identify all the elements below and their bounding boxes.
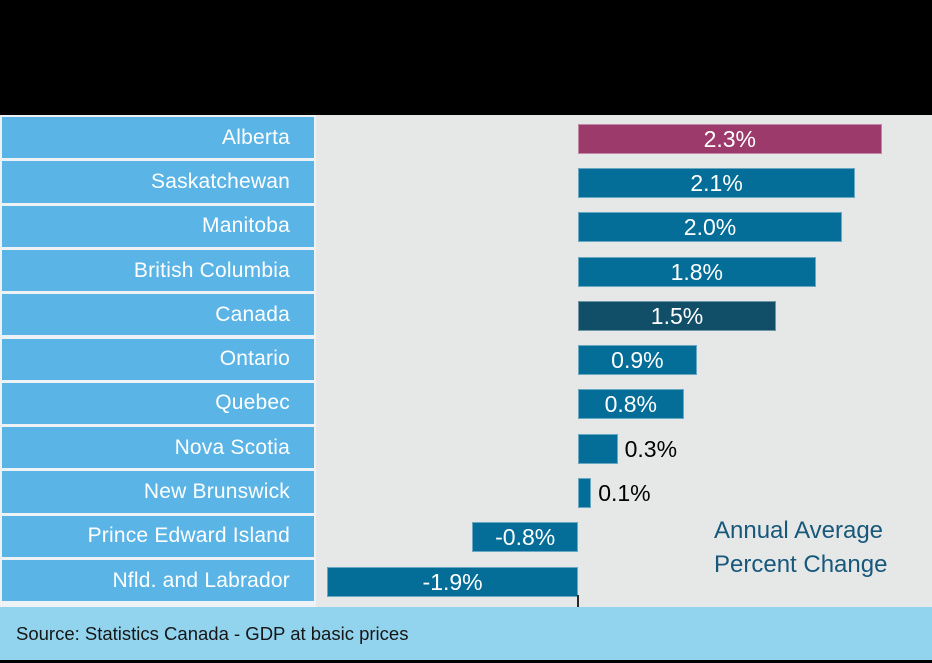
zero-axis-tick <box>577 595 579 607</box>
bar <box>578 256 816 287</box>
bar-value-label: -1.9% <box>422 568 483 595</box>
bar <box>578 123 882 154</box>
category-label: Manitoba <box>2 205 314 247</box>
footer-band <box>0 660 932 663</box>
chart-area: Alberta 2.3% Saskatchewan 2.1% Manitoba … <box>0 115 932 607</box>
category-label: Prince Edward Island <box>2 515 314 557</box>
category-label: New Brunswick <box>2 471 314 513</box>
bar-value-label: 2.3% <box>703 125 757 152</box>
bar <box>578 167 856 198</box>
bar <box>578 300 776 331</box>
category-label: Saskatchewan <box>2 161 314 203</box>
source-strip: Source: Statistics Canada - GDP at basic… <box>0 607 932 660</box>
bar-value-label: -0.8% <box>495 524 556 551</box>
category-label: Canada <box>2 294 314 336</box>
bar-value-label: 0.1% <box>598 480 651 507</box>
category-label: British Columbia <box>2 249 314 292</box>
annotation-line-2: Percent Change <box>714 551 888 578</box>
category-label: Ontario <box>2 338 314 380</box>
category-label: Nova Scotia <box>2 427 314 469</box>
bar-value-label: 0.8% <box>604 391 658 418</box>
bar <box>578 345 697 376</box>
bar <box>578 212 842 243</box>
category-label: Nfld. and Labrador <box>2 560 314 602</box>
bar-value-label: 0.9% <box>611 347 664 374</box>
bar-value-label: 1.8% <box>670 258 724 285</box>
bar <box>327 566 578 597</box>
category-label: Quebec <box>2 382 314 425</box>
annotation-line-1: Annual Average <box>714 517 884 544</box>
bar-value-label: 0.3% <box>624 435 678 462</box>
bar-value-label: 1.5% <box>650 302 704 329</box>
bar <box>578 389 684 420</box>
source-text: Source: Statistics Canada - GDP at basic… <box>16 622 409 644</box>
header-band <box>0 0 932 115</box>
bar <box>578 433 618 464</box>
bar <box>578 478 592 509</box>
bar <box>472 522 578 553</box>
category-label: Alberta <box>2 117 314 159</box>
bar-value-label: 2.1% <box>690 169 743 196</box>
chart-annotation: Annual Average Percent Change <box>714 514 887 582</box>
bar-value-label: 2.0% <box>683 214 737 241</box>
